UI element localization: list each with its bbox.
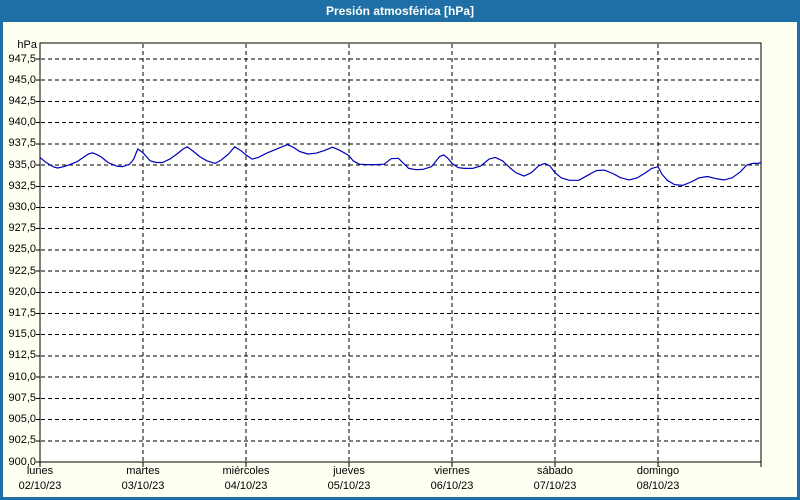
day-name-label: miércoles <box>222 465 270 477</box>
y-tick-label: 920,0 <box>8 285 36 298</box>
y-tick-label: 915,0 <box>8 328 36 341</box>
day-date-label: 07/10/23 <box>533 480 577 492</box>
y-tick-label: 900,0 <box>8 455 36 468</box>
day-date-label: 05/10/23 <box>327 480 371 492</box>
day-date-label: 04/10/23 <box>224 480 268 492</box>
day-date-label: 03/10/23 <box>121 480 165 492</box>
day-name-label: lunes <box>26 465 54 477</box>
day-name-label: martes <box>126 465 160 477</box>
day-name-label: sábado <box>536 465 574 477</box>
y-tick-label: 907,5 <box>8 391 36 404</box>
chart-title: Presión atmosférica [hPa] <box>325 4 475 18</box>
day-date-label: 08/10/23 <box>636 480 680 492</box>
y-tick-label: 937,5 <box>8 137 36 150</box>
y-tick-label: 917,5 <box>8 307 36 320</box>
y-tick-label: 942,5 <box>8 94 36 107</box>
day-name-label: viernes <box>434 465 470 477</box>
y-tick-label: 945,0 <box>8 73 36 86</box>
y-tick-label: 935,0 <box>8 158 36 171</box>
y-tick-label: 925,0 <box>8 243 36 256</box>
y-tick-label: 940,0 <box>8 116 36 129</box>
pressure-line <box>39 144 762 186</box>
chart-title-bar: Presión atmosférica [hPa] <box>0 0 800 22</box>
y-tick-label: 905,0 <box>8 413 36 426</box>
y-tick-label: 922,5 <box>8 264 36 277</box>
y-tick-label: 927,5 <box>8 222 36 235</box>
y-tick-label: 947,5 <box>8 52 36 65</box>
day-date-label: 02/10/23 <box>18 480 62 492</box>
y-tick-label: 912,5 <box>8 349 36 362</box>
y-tick-label: 902,5 <box>8 434 36 447</box>
y-tick-label: 930,0 <box>8 200 36 213</box>
y-tick-label: 910,0 <box>8 370 36 383</box>
day-name-label: jueves <box>333 465 365 477</box>
day-name-label: domingo <box>636 465 680 477</box>
day-date-label: 06/10/23 <box>430 480 474 492</box>
y-axis-unit-label: hPa <box>17 39 37 51</box>
y-tick-label: 932,5 <box>8 179 36 192</box>
plot-background <box>39 42 762 463</box>
